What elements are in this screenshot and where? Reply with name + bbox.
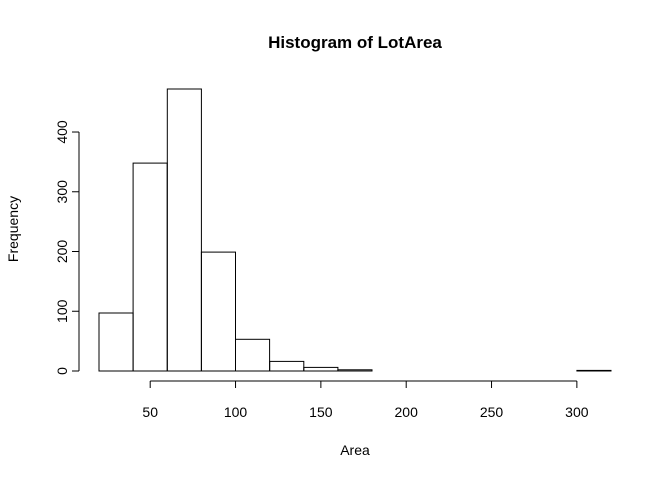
histogram-bar — [235, 338, 271, 372]
x-tick-label: 200 — [395, 404, 419, 420]
histogram-bars — [98, 88, 612, 372]
histogram-bar — [337, 369, 373, 372]
y-axis: 0 100 200 300 400 — [54, 120, 80, 375]
y-tick-label: 300 — [54, 180, 70, 204]
x-axis-label: Area — [340, 442, 370, 458]
x-axis: 50 100 150 200 250 300 — [142, 380, 589, 420]
chart-title: Histogram of LotArea — [268, 33, 442, 52]
histogram-bar — [576, 369, 612, 372]
y-tick-label: 0 — [54, 367, 70, 375]
x-tick-label: 50 — [142, 404, 158, 420]
x-tick-label: 250 — [480, 404, 504, 420]
histogram-bar — [200, 251, 236, 372]
y-tick-label: 100 — [54, 299, 70, 323]
histogram-bar — [303, 366, 339, 372]
histogram-bar — [166, 88, 202, 372]
y-axis-label: Frequency — [5, 196, 21, 262]
x-tick-label: 100 — [224, 404, 248, 420]
x-tick-label: 300 — [565, 404, 589, 420]
x-tick-label: 150 — [309, 404, 333, 420]
histogram-bar — [98, 312, 134, 372]
y-tick-label: 400 — [54, 120, 70, 144]
histogram-bar — [269, 360, 305, 372]
histogram-bar — [132, 162, 168, 372]
y-tick-label: 200 — [54, 240, 70, 264]
